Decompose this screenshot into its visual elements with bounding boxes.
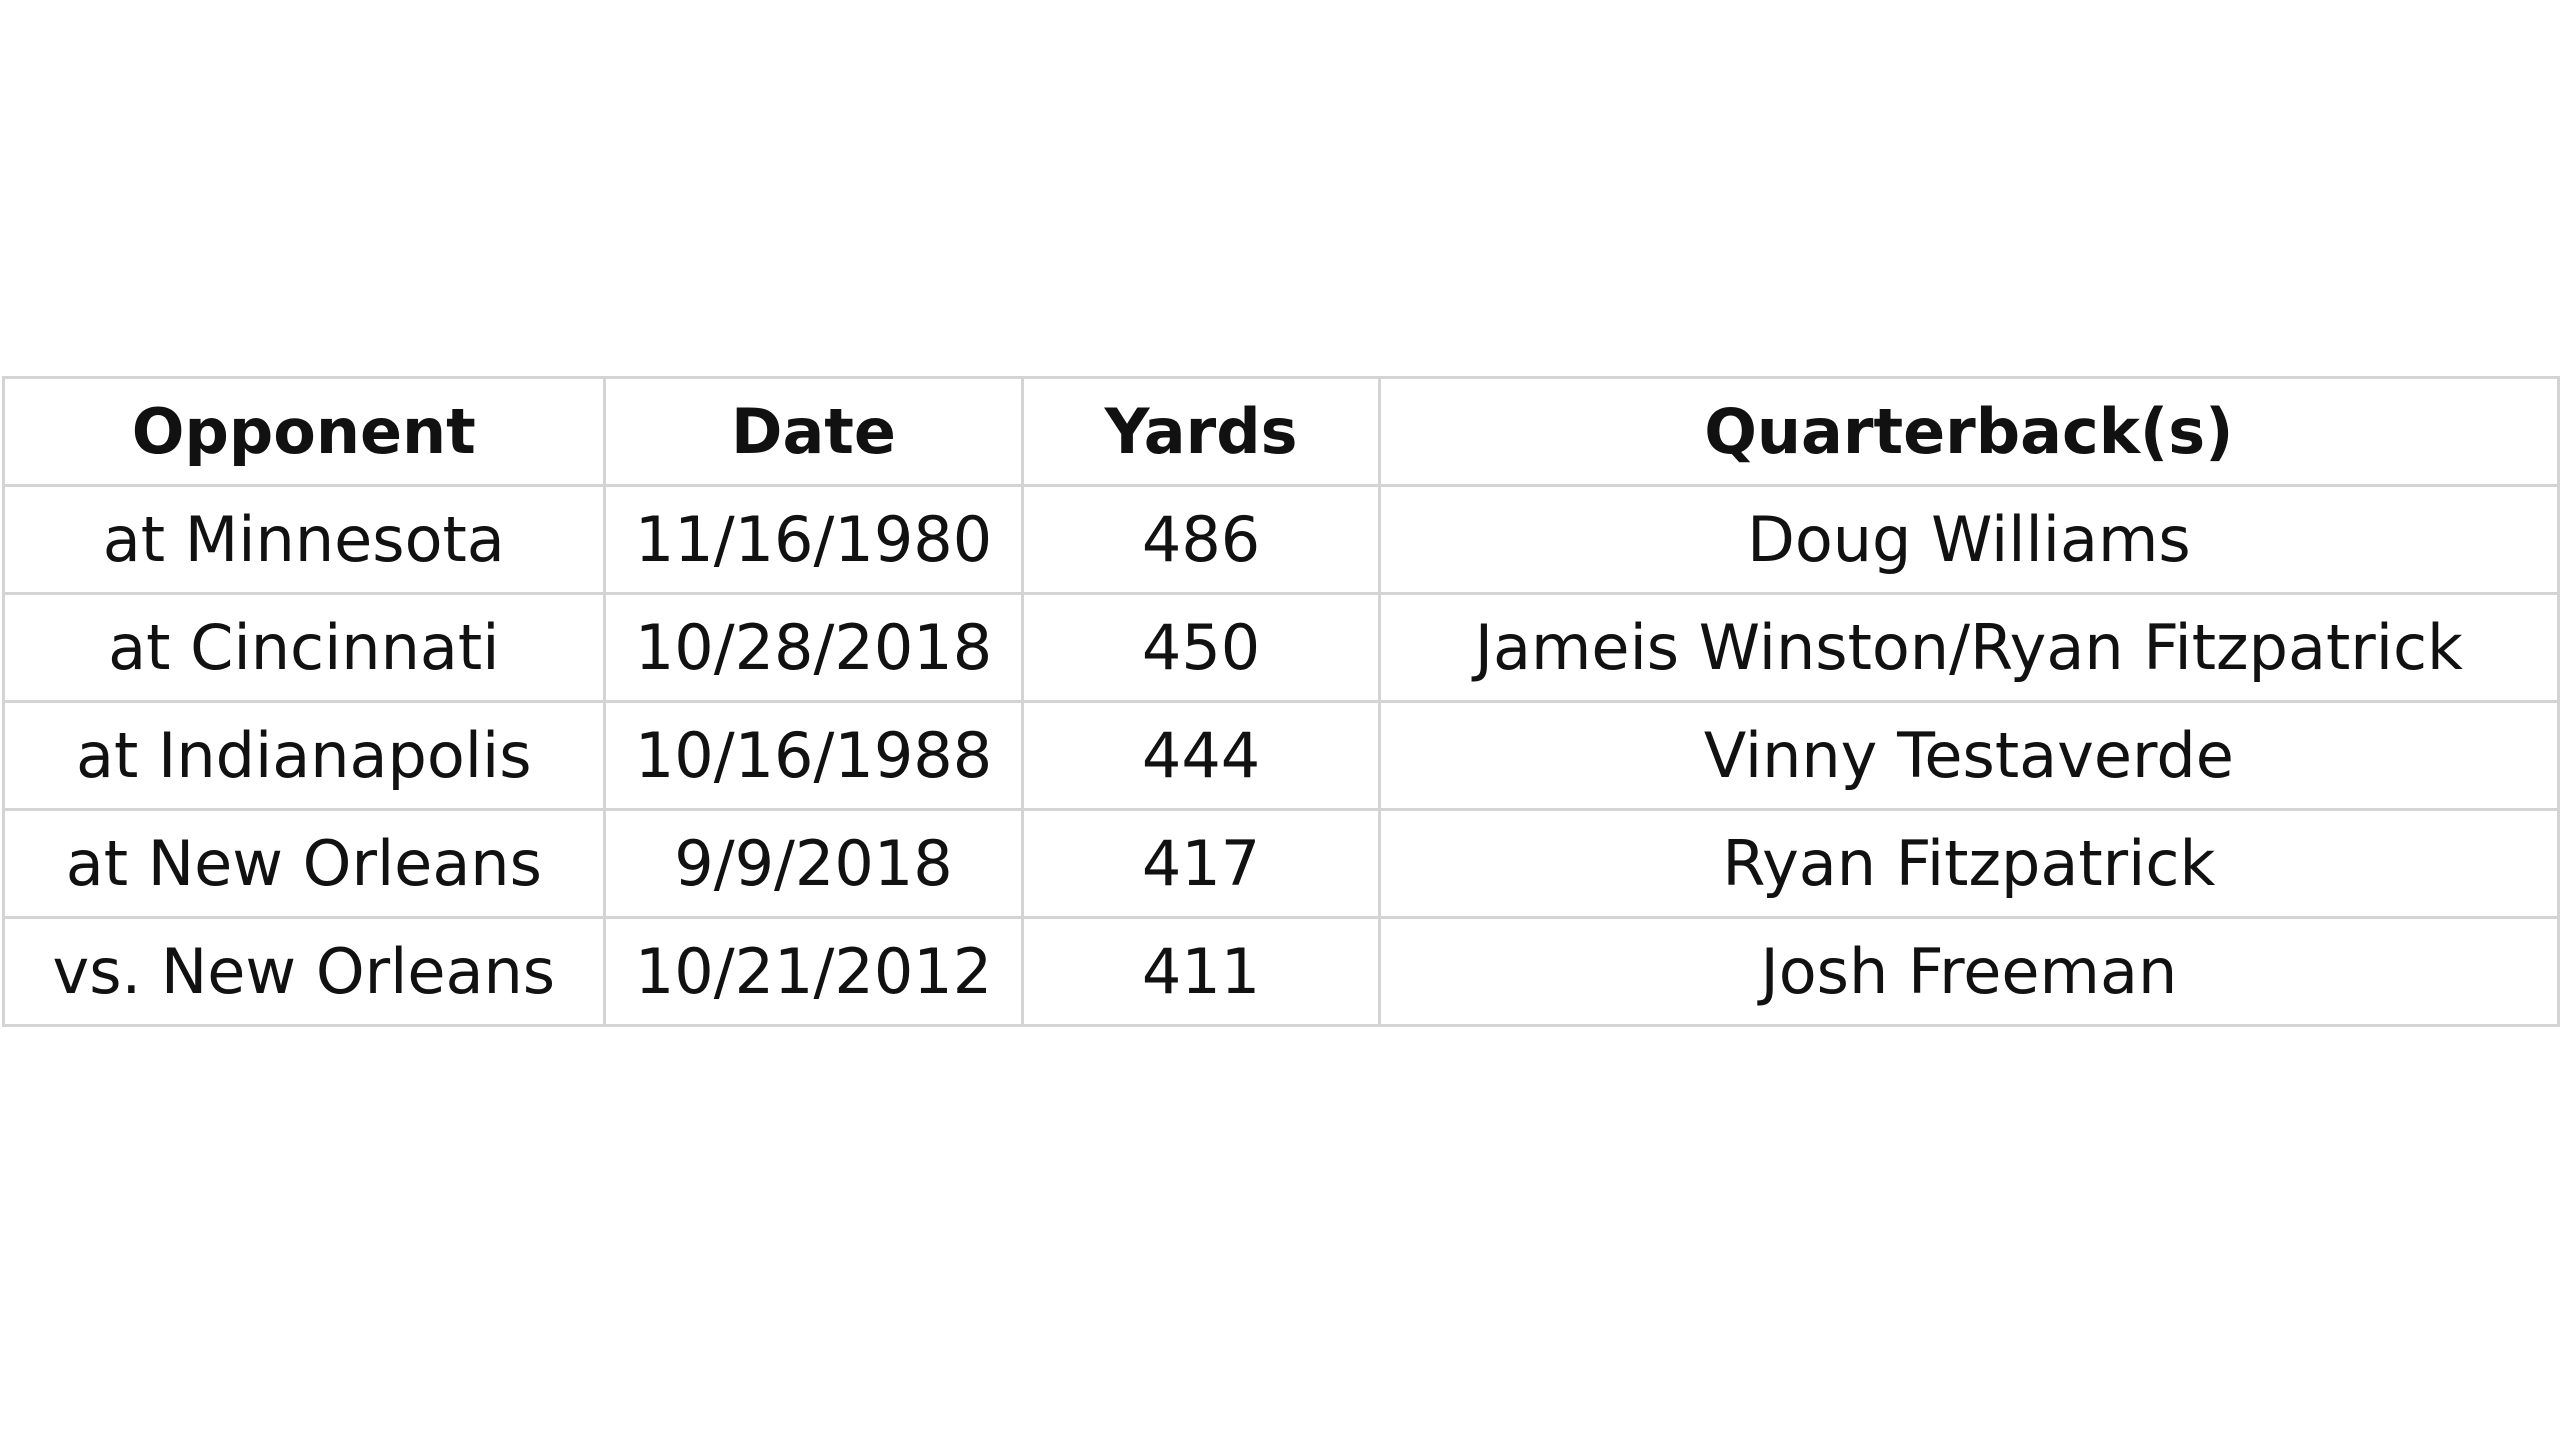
cell-opponent[interactable]: at Cincinnati [2,592,606,703]
cell-quarterback[interactable]: Ryan Fitzpatrick [1377,808,2560,919]
header-quarterbacks[interactable]: Quarterback(s) [1377,376,2560,487]
header-yards[interactable]: Yards [1021,376,1381,487]
cell-opponent[interactable]: vs. New Orleans [2,916,606,1027]
cell-date[interactable]: 9/9/2018 [602,808,1025,919]
passing-yards-table: Opponent Date Yards Quarterback(s) at Mi… [2,376,2560,1027]
cell-yards[interactable]: 444 [1021,700,1381,811]
cell-yards[interactable]: 411 [1021,916,1381,1027]
cell-quarterback[interactable]: Jameis Winston/Ryan Fitzpatrick [1377,592,2560,703]
table-row: at New Orleans 9/9/2018 417 Ryan Fitzpat… [2,808,2560,919]
table-row: at Minnesota 11/16/1980 486 Doug William… [2,484,2560,595]
cell-date[interactable]: 10/21/2012 [602,916,1025,1027]
cell-yards[interactable]: 450 [1021,592,1381,703]
header-date[interactable]: Date [602,376,1025,487]
cell-opponent[interactable]: at Minnesota [2,484,606,595]
cell-quarterback[interactable]: Josh Freeman [1377,916,2560,1027]
cell-yards[interactable]: 486 [1021,484,1381,595]
cell-quarterback[interactable]: Doug Williams [1377,484,2560,595]
cell-date[interactable]: 10/28/2018 [602,592,1025,703]
cell-quarterback[interactable]: Vinny Testaverde [1377,700,2560,811]
header-row: Opponent Date Yards Quarterback(s) [2,376,2560,487]
table-row: at Indianapolis 10/16/1988 444 Vinny Tes… [2,700,2560,811]
cell-yards[interactable]: 417 [1021,808,1381,919]
table-row: vs. New Orleans 10/21/2012 411 Josh Free… [2,916,2560,1027]
header-opponent[interactable]: Opponent [2,376,606,487]
cell-date[interactable]: 11/16/1980 [602,484,1025,595]
table-row: at Cincinnati 10/28/2018 450 Jameis Wins… [2,592,2560,703]
cell-date[interactable]: 10/16/1988 [602,700,1025,811]
cell-opponent[interactable]: at New Orleans [2,808,606,919]
cell-opponent[interactable]: at Indianapolis [2,700,606,811]
